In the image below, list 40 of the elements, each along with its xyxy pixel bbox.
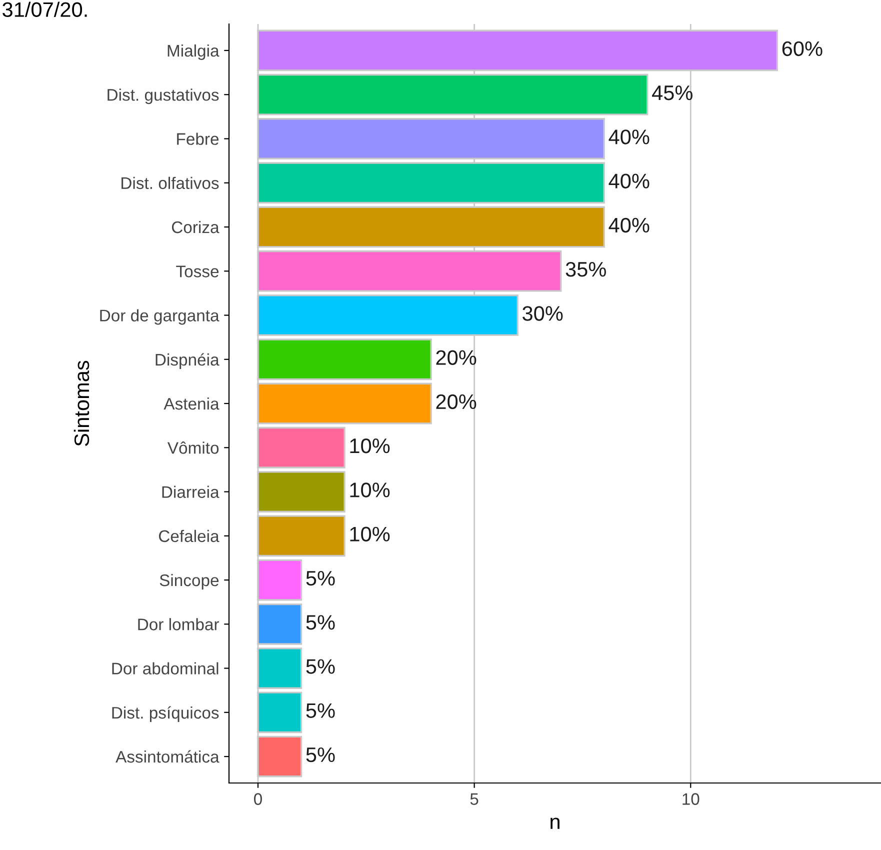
- annotation: 35%: [566, 262, 606, 277]
- x-tick-label: 5: [470, 793, 478, 805]
- y-tick-label: Coriza: [172, 220, 220, 234]
- y-tick-label: Diarreia: [162, 486, 220, 498]
- y-tick-label: Dispnéia: [156, 353, 220, 369]
- annotation: 5%: [306, 570, 335, 586]
- x-tick-label: 10: [682, 793, 700, 805]
- y-tick-label: Mialgia: [168, 44, 220, 60]
- y-tick-label: Dist. gustativos: [108, 88, 219, 104]
- y-tick-label: Cefaleia: [158, 530, 220, 542]
- y-tick-label: Vômito: [167, 442, 219, 454]
- annotation: 45%: [652, 86, 692, 100]
- y-tick-label: Dor abdominal: [112, 662, 218, 674]
- annotation: 5%: [306, 747, 335, 762]
- annotation: 60%: [782, 41, 822, 56]
- y-tick-label: Dor lombar: [138, 618, 220, 630]
- annotation: 10%: [350, 526, 390, 542]
- y-tick-label: Assintomática: [116, 750, 220, 763]
- annotation: 5%: [306, 703, 335, 718]
- annotation: 5%: [306, 615, 335, 630]
- y-tick-label: Dist. psíquicos: [112, 706, 219, 722]
- y-tick-label: Tosse: [176, 266, 219, 278]
- y-tick-label: Dist. olfativos: [122, 176, 219, 190]
- text: 31/07/20.: [2, 2, 87, 18]
- y-axis-title: Sintomas: [74, 360, 90, 446]
- annotation: 40%: [608, 174, 650, 188]
- y-tick-label: Sincope: [160, 574, 219, 590]
- annotation: 10%: [350, 482, 390, 498]
- annotation: 30%: [522, 306, 563, 321]
- annotation: 20%: [436, 350, 476, 365]
- y-tick-label: Febre: [177, 132, 219, 145]
- annotation: 20%: [436, 394, 476, 410]
- x-tick-label: 0: [254, 793, 262, 805]
- y-tick-label: Astenia: [164, 397, 220, 410]
- annotation: 40%: [608, 130, 650, 144]
- annotation: 40%: [608, 218, 650, 233]
- x-axis-title: n: [550, 818, 560, 829]
- y-tick-label: Dor de garganta: [100, 309, 220, 325]
- annotation: 5%: [306, 659, 335, 674]
- annotation: 10%: [350, 438, 390, 454]
